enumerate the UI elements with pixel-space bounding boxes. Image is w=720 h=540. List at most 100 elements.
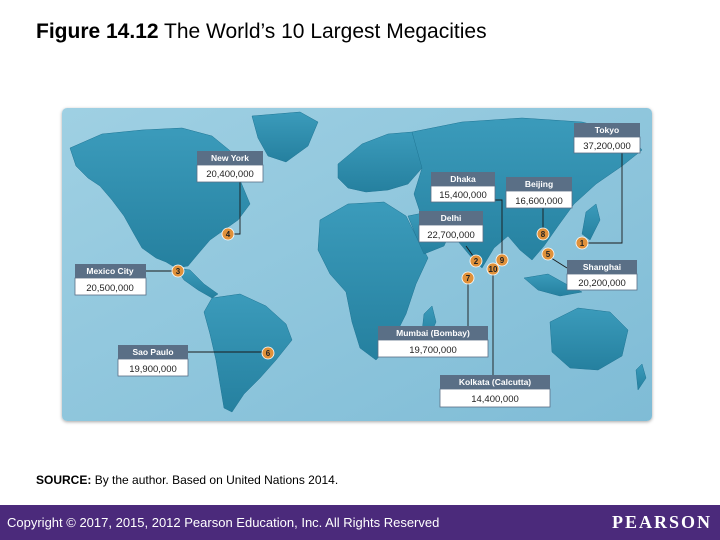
australia — [549, 307, 629, 371]
marker-beijing: 8 — [536, 227, 550, 241]
new-zealand — [635, 363, 647, 391]
map-canvas: Tokyo 37,200,000 New York 20,400,000 Dha… — [62, 108, 652, 421]
callout-header-bg — [75, 264, 146, 278]
callout-header-bg — [431, 172, 495, 186]
city-population: 19,900,000 — [129, 364, 177, 375]
footer-bar: Copyright © 2017, 2015, 2012 Pearson Edu… — [0, 505, 720, 540]
source-label: SOURCE: — [36, 473, 92, 487]
marker-dot — [221, 227, 235, 241]
callout-sao-paulo: Sao Paulo 19,900,000 — [117, 345, 189, 377]
marker-dot — [171, 264, 185, 278]
callout-header-bg — [506, 177, 572, 191]
callout-body-bg — [418, 224, 484, 243]
city-name: Beijing — [525, 179, 553, 189]
marker-shanghai: 5 — [541, 247, 555, 261]
city-name: Mexico City — [86, 266, 134, 276]
marker-rank: 4 — [226, 230, 231, 239]
central-america — [175, 267, 219, 299]
callout-body-bg — [430, 185, 496, 203]
marker-rank: 2 — [474, 257, 479, 266]
city-name: Tokyo — [595, 125, 619, 135]
japan — [581, 203, 601, 241]
marker-rank: 1 — [580, 239, 585, 248]
city-markers: 1 2 3 4 5 6 7 — [171, 227, 589, 360]
city-population: 22,700,000 — [427, 230, 475, 241]
callout-header-bg — [440, 375, 550, 389]
marker-dot — [486, 262, 500, 276]
callout-body-bg — [377, 339, 489, 358]
city-population: 15,400,000 — [439, 190, 487, 201]
publisher-logo: PEARSON — [611, 512, 712, 532]
callout-dhaka: Dhaka 15,400,000 — [430, 172, 496, 203]
marker-dot — [541, 247, 555, 261]
callout-tokyo: Tokyo 37,200,000 — [573, 123, 641, 154]
marker-rank: 3 — [176, 267, 181, 276]
callout-mumbai: Mumbai (Bombay) 19,700,000 — [377, 326, 489, 358]
callout-kolkata: Kolkata (Calcutta) 14,400,000 — [439, 375, 551, 408]
marker-mexico-city: 3 — [171, 264, 185, 278]
city-name: Delhi — [441, 213, 462, 223]
marker-dot — [261, 346, 275, 360]
marker-rank: 9 — [500, 256, 505, 265]
marker-dot — [495, 253, 509, 267]
marker-dot — [461, 271, 475, 285]
callout-body-bg — [505, 190, 573, 209]
city-population: 20,400,000 — [206, 169, 254, 180]
copyright-text: Copyright © 2017, 2015, 2012 Pearson Edu… — [7, 515, 440, 530]
marker-rank: 7 — [466, 274, 471, 283]
callout-header-bg — [197, 151, 263, 165]
marker-dhaka: 9 — [495, 253, 509, 267]
callout-header-bg — [118, 345, 188, 359]
marker-dot — [575, 236, 589, 250]
city-name: Kolkata (Calcutta) — [459, 377, 531, 387]
city-name: Shanghai — [583, 262, 621, 272]
marker-delhi: 2 — [469, 254, 483, 268]
city-name: Mumbai (Bombay) — [396, 328, 470, 338]
marker-dot — [469, 254, 483, 268]
city-name: Dhaka — [450, 174, 476, 184]
marker-rank: 5 — [546, 250, 551, 259]
callout-header-bg — [419, 211, 483, 225]
city-name: New York — [211, 153, 249, 163]
city-name: Sao Paulo — [132, 347, 173, 357]
leader-line-tokyo — [585, 152, 623, 244]
callout-header-bg — [574, 123, 640, 137]
callout-beijing: Beijing 16,600,000 — [505, 177, 573, 209]
callout-new-york: New York 20,400,000 — [196, 151, 264, 183]
page-title: Figure 14.12 The World’s 10 Largest Mega… — [36, 20, 487, 44]
marker-kolkata: 10 — [486, 262, 500, 276]
callout-body-bg — [196, 164, 264, 183]
callout-mexico-city: Mexico City 20,500,000 — [74, 264, 147, 296]
city-population: 20,500,000 — [86, 283, 134, 294]
callout-body-bg — [439, 388, 551, 408]
callout-body-bg — [573, 136, 641, 154]
city-population: 16,600,000 — [515, 196, 563, 207]
callout-body-bg — [74, 277, 147, 296]
world-map: Tokyo 37,200,000 New York 20,400,000 Dha… — [62, 108, 652, 421]
city-population: 37,200,000 — [583, 141, 631, 152]
callout-shanghai: Shanghai 20,200,000 — [566, 260, 638, 291]
marker-mumbai: 7 — [461, 271, 475, 285]
marker-tokyo: 1 — [575, 236, 589, 250]
southeast-asia-islands — [523, 273, 583, 297]
callout-body-bg — [566, 273, 638, 291]
city-population: 20,200,000 — [578, 278, 626, 289]
marker-sao-paulo: 6 — [261, 346, 275, 360]
marker-rank: 6 — [266, 349, 271, 358]
source-note: SOURCE: By the author. Based on United N… — [36, 473, 338, 487]
callout-delhi: Delhi 22,700,000 — [418, 211, 484, 243]
city-population: 19,700,000 — [409, 345, 457, 356]
marker-dot — [536, 227, 550, 241]
marker-rank: 10 — [489, 265, 498, 274]
south-america — [203, 293, 293, 413]
greenland — [251, 111, 319, 163]
callout-body-bg — [117, 358, 189, 377]
marker-new-york: 4 — [221, 227, 235, 241]
figure-title: The World’s 10 Largest Megacities — [164, 20, 487, 43]
europe — [337, 131, 427, 193]
city-population: 14,400,000 — [471, 394, 519, 405]
marker-rank: 8 — [541, 230, 546, 239]
source-text: By the author. Based on United Nations 2… — [94, 473, 339, 487]
callout-header-bg — [567, 260, 637, 274]
figure-number: Figure 14.12 — [36, 20, 159, 43]
